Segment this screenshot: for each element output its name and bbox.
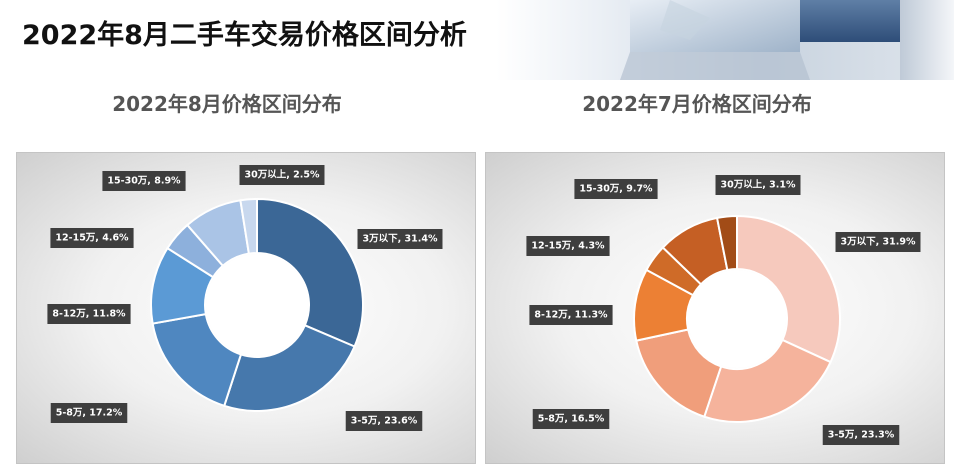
data-label-july-over-30w: 30万以上, 3.1% [715,175,801,195]
svg-text:15-30万, 9.7%: 15-30万, 9.7% [579,184,653,195]
svg-text:3-5万, 23.3%: 3-5万, 23.3% [828,430,895,441]
data-label-august-3-5w: 3-5万, 23.6% [345,411,423,431]
chart-panel-july: 3万以下, 31.9% 3-5万, 23.3% 5-8万, 16.5% 8-12万, … [485,152,945,464]
data-label-august-15-30w: 15-30万, 8.9% [102,171,186,191]
slice-july-under-3w [736,214,841,364]
svg-text:15-30万, 8.9%: 15-30万, 8.9% [107,176,181,187]
data-label-july-12-15w: 12-15万, 4.3% [526,236,610,256]
svg-text:8-12万, 11.3%: 8-12万, 11.3% [534,310,608,321]
svg-text:12-15万, 4.3%: 12-15万, 4.3% [531,241,605,252]
svg-text:3-5万, 23.6%: 3-5万, 23.6% [351,416,418,427]
svg-text:30万以上, 2.5%: 30万以上, 2.5% [245,169,320,181]
svg-text:3万以下, 31.4%: 3万以下, 31.4% [363,234,438,245]
chart-panel-august: 3万以下, 31.4% 3-5万, 23.6% 5-8万, 17.2% 8-12万, … [16,152,476,464]
slice-august-3-5w [222,324,356,412]
header-banner: 2022年8月二手车交易价格区间分析 [0,0,954,80]
chart-title-july: 2022年7月价格区间分布 [582,92,812,116]
slice-july-over-30w [715,214,738,272]
donut-hole-july [688,270,786,368]
data-label-august-under-3w: 3万以下, 31.4% [357,229,443,249]
donut-chart-august: 3万以下, 31.4% 3-5万, 23.6% 5-8万, 17.2% 8-12万, … [47,165,443,431]
data-label-august-8-12w: 8-12万, 11.8% [47,304,131,324]
donut-chart-july: 3万以下, 31.9% 3-5万, 23.3% 5-8万, 16.5% 8-12万, … [526,175,921,445]
data-label-july-15-30w: 15-30万, 9.7% [574,179,658,199]
svg-text:12-15万, 4.6%: 12-15万, 4.6% [55,233,129,244]
data-label-july-8-12w: 8-12万, 11.3% [529,305,613,325]
slice-august-under-3w [256,197,364,348]
svg-text:3万以下, 31.9%: 3万以下, 31.9% [841,237,916,248]
svg-text:5-8万, 16.5%: 5-8万, 16.5% [538,414,605,425]
svg-text:5-8万, 17.2%: 5-8万, 17.2% [56,408,123,419]
header-decoration [620,0,954,80]
donut-hole-august [206,254,308,356]
svg-text:30万以上, 3.1%: 30万以上, 3.1% [721,179,796,191]
data-label-july-5-8w: 5-8万, 16.5% [532,409,610,429]
data-label-august-12-15w: 12-15万, 4.6% [50,228,134,248]
chart-title-august: 2022年8月价格区间分布 [112,92,342,116]
slice-august-over-30w [239,197,258,255]
page-title: 2022年8月二手车交易价格区间分析 [22,20,467,51]
slice-july-3-5w [703,338,832,423]
data-label-july-3-5w: 3-5万, 23.3% [822,425,900,445]
data-label-july-under-3w: 3万以下, 31.9% [835,232,921,252]
data-label-august-over-30w: 30万以上, 2.5% [239,165,325,185]
data-label-august-5-8w: 5-8万, 17.2% [50,403,128,423]
svg-text:8-12万, 11.8%: 8-12万, 11.8% [52,309,126,320]
